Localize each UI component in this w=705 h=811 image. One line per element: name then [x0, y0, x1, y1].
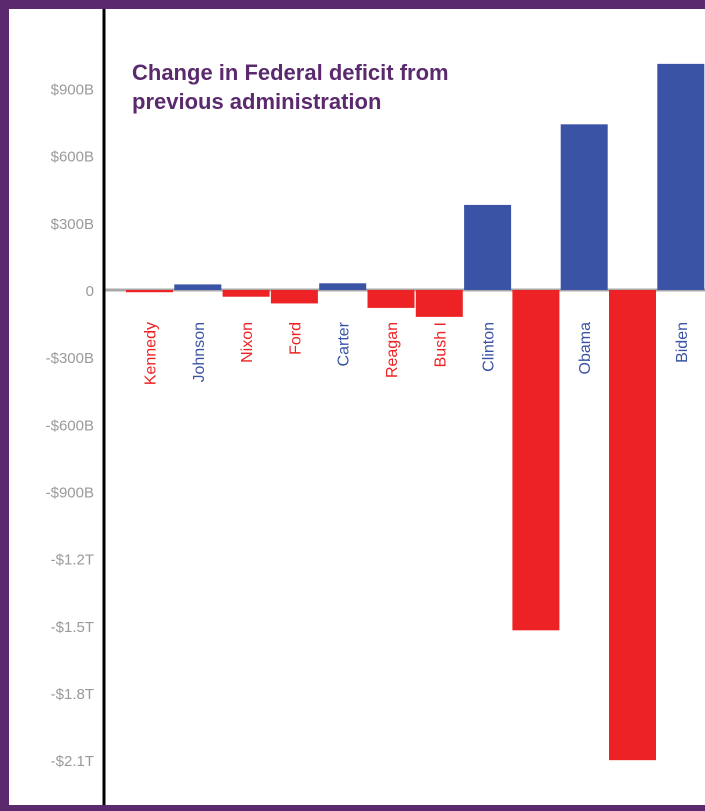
y-tick-label: -$300B [46, 350, 94, 367]
chart-title-line-2: previous administration [132, 89, 381, 114]
category-label: Nixon [239, 322, 256, 363]
y-tick-label: $900B [51, 82, 94, 99]
category-label: Reagan [384, 322, 401, 378]
category-labels: Kennedy Johnson Nixon Ford Carter Reagan Bush … [143, 321, 691, 385]
y-tick-label: -$1.5T [51, 619, 94, 636]
y-tick-label: -$600B [46, 417, 94, 434]
chart-title-line-1: Change in Federal deficit from [132, 60, 449, 85]
category-label: Johnson [191, 322, 208, 383]
y-tick-label: -$2.1T [51, 753, 94, 770]
bar-clinton [464, 204, 512, 290]
category-label: Carter [336, 321, 353, 366]
bar-ford [270, 290, 318, 304]
bar-johnson [174, 284, 222, 290]
y-tick-label: $600B [51, 149, 94, 166]
category-label: Bush II [529, 322, 546, 372]
bar-trump [609, 290, 656, 761]
category-label: Trump [626, 322, 643, 368]
bar-carter [319, 283, 367, 290]
bar-biden [657, 63, 705, 290]
y-tick-label: 0 [86, 283, 94, 300]
y-tick-label: -$1.2T [51, 552, 94, 569]
category-label: Biden [674, 322, 691, 363]
y-tick-label: $300B [51, 216, 94, 233]
y-tick-label: -$1.8T [51, 686, 94, 703]
category-label: Ford [287, 322, 304, 355]
bars [126, 63, 705, 761]
y-tick-labels: $900B $600B $300B 0 -$300B -$600B -$900B -$1.2T… [46, 82, 94, 771]
bar-nixon [222, 290, 270, 297]
y-tick-label: -$900B [46, 485, 94, 502]
deficit-chart: $900B $600B $300B 0 -$300B -$600B -$900B -$1.2T… [46, 9, 705, 805]
category-label: Clinton [481, 322, 498, 372]
bar-bush-i [415, 290, 463, 317]
category-label: Bush I [432, 322, 449, 367]
bar-reagan [367, 290, 415, 308]
bar-bush-ii [512, 290, 560, 631]
bar-obama [560, 124, 608, 290]
category-label: Kennedy [143, 322, 160, 385]
category-label: Obama [577, 322, 594, 375]
bar-kennedy [126, 290, 173, 293]
